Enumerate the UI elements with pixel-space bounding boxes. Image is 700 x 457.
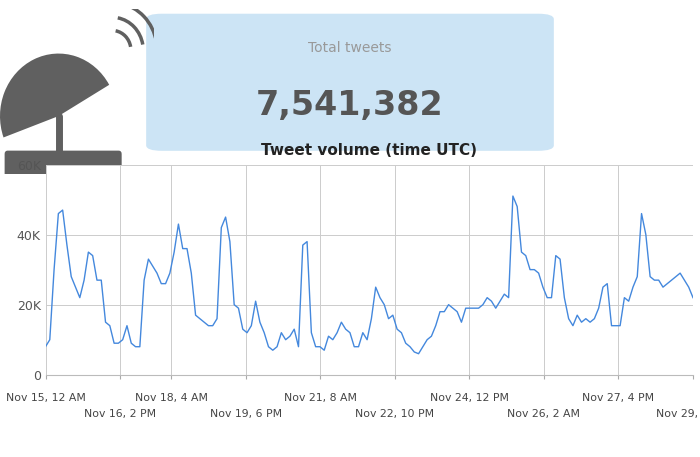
Text: Nov 29, 6 AM: Nov 29, 6 AM xyxy=(657,409,700,420)
Text: Nov 16, 2 PM: Nov 16, 2 PM xyxy=(84,409,156,420)
Text: Total tweets: Total tweets xyxy=(308,41,392,55)
Text: Nov 19, 6 PM: Nov 19, 6 PM xyxy=(209,409,281,420)
Title: Tweet volume (time UTC): Tweet volume (time UTC) xyxy=(261,143,477,158)
FancyBboxPatch shape xyxy=(146,14,554,151)
Text: Nov 24, 12 PM: Nov 24, 12 PM xyxy=(430,393,509,403)
Text: Nov 27, 4 PM: Nov 27, 4 PM xyxy=(582,393,654,403)
Text: Nov 22, 10 PM: Nov 22, 10 PM xyxy=(355,409,434,420)
Text: Nov 26, 2 AM: Nov 26, 2 AM xyxy=(508,409,580,420)
Text: Nov 18, 4 AM: Nov 18, 4 AM xyxy=(134,393,208,403)
Text: 7,541,382: 7,541,382 xyxy=(256,89,444,122)
Text: Nov 15, 12 AM: Nov 15, 12 AM xyxy=(6,393,85,403)
Text: Nov 21, 8 AM: Nov 21, 8 AM xyxy=(284,393,357,403)
FancyBboxPatch shape xyxy=(5,151,122,177)
Wedge shape xyxy=(0,53,109,138)
